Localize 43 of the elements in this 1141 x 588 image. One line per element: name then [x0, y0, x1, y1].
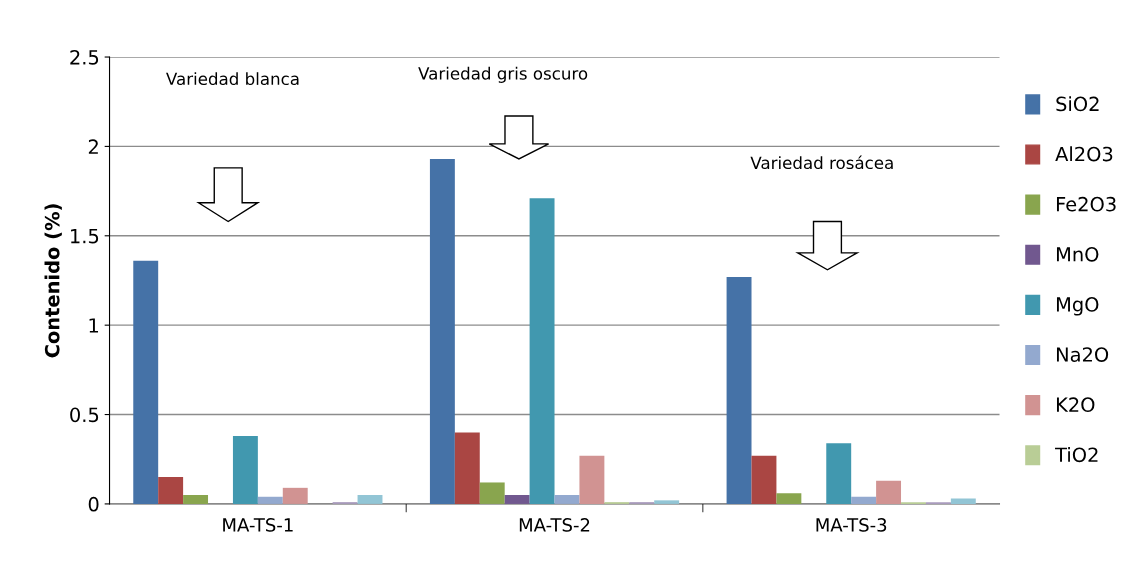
bar — [726, 276, 752, 504]
annotation: Variedad rosácea — [750, 155, 893, 170]
bar — [479, 482, 505, 504]
bar — [654, 500, 680, 504]
legend-label: MgO — [1056, 297, 1099, 316]
bar — [776, 493, 802, 504]
bar — [429, 158, 455, 504]
legend-label: SiO2 — [1056, 96, 1099, 112]
bar — [851, 496, 877, 504]
y-tick-label: 2.5 — [70, 49, 99, 65]
bar — [579, 455, 605, 504]
legend-label: Na2O — [1056, 347, 1109, 362]
x-tick-label: MA-TS-3 — [816, 518, 887, 532]
bar — [529, 198, 555, 504]
legend-label: Fe2O3 — [1056, 196, 1116, 212]
y-tick-label: 1.5 — [71, 229, 99, 244]
bar — [158, 477, 184, 504]
y-axis-title: Contenido (%) — [44, 204, 62, 358]
bar — [751, 455, 777, 504]
y-tick-label: 2 — [88, 139, 98, 154]
bar — [232, 435, 258, 504]
bar — [454, 432, 480, 504]
legend-label: K2O — [1056, 397, 1095, 413]
bar — [257, 496, 283, 504]
bar — [504, 494, 530, 504]
bar — [826, 443, 852, 504]
bar — [876, 480, 902, 504]
bar — [183, 494, 209, 504]
legend-label: MnO — [1056, 246, 1099, 262]
annotation: Variedad blanca — [166, 72, 299, 86]
bar — [357, 494, 383, 504]
bar — [133, 260, 159, 504]
x-tick-label: MA-TS-2 — [519, 518, 590, 532]
bar — [554, 494, 580, 504]
y-tick-label: 1 — [89, 318, 99, 333]
legend-label: Al2O3 — [1055, 146, 1113, 162]
y-tick-label: 0.5 — [70, 407, 99, 423]
y-tick-label: 0 — [88, 496, 99, 512]
annotation: Variedad gris oscuro — [418, 66, 588, 83]
bar — [950, 498, 976, 504]
x-tick-label: MA-TS-1 — [223, 518, 293, 532]
bar — [282, 487, 308, 504]
legend-label: TiO2 — [1055, 447, 1098, 463]
